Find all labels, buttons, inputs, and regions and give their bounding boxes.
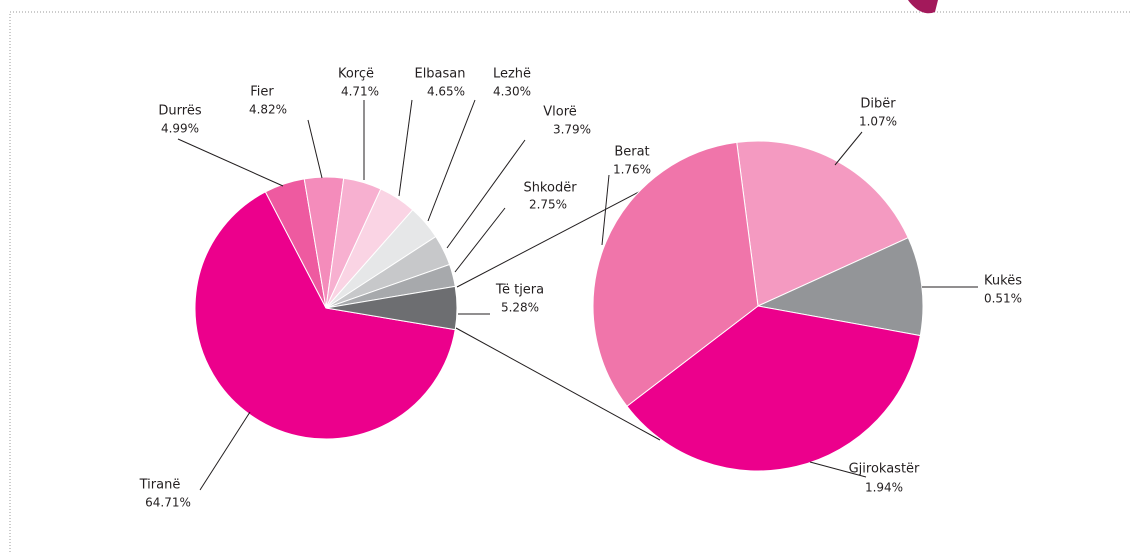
slice-label: Durrës xyxy=(158,104,201,119)
slice-label: Lezhë xyxy=(493,67,531,82)
slice-label: Dibër xyxy=(860,97,896,112)
pie-slice xyxy=(325,285,458,331)
decoration xyxy=(908,0,938,14)
slice-label: Kukës xyxy=(984,274,1022,289)
slice-value-label: 0.51% xyxy=(984,292,1022,306)
slice-value-label: 4.99% xyxy=(161,122,199,136)
slice-value-label: 64.71% xyxy=(145,496,191,510)
slice-label: Berat xyxy=(614,145,649,160)
slice-value-label: 5.28% xyxy=(501,301,539,315)
leader-line xyxy=(446,139,526,249)
leader-line xyxy=(427,99,476,222)
leader-line xyxy=(454,207,506,273)
slice-label: Gjirokastër xyxy=(849,462,920,477)
slice-value-label: 1.94% xyxy=(865,481,903,495)
slice-label: Korçë xyxy=(338,67,374,82)
slice-value-label: 1.76% xyxy=(613,163,651,177)
connector xyxy=(455,327,661,441)
leader-line xyxy=(398,99,413,197)
pie-slice xyxy=(626,305,921,472)
leader-line xyxy=(307,119,323,179)
leader-line xyxy=(177,138,284,187)
leader-line xyxy=(601,174,610,246)
leader-line xyxy=(834,131,863,166)
leader-line xyxy=(199,411,251,491)
slice-value-label: 4.71% xyxy=(341,85,379,99)
leader-line xyxy=(809,461,867,478)
slice-label: Të tjera xyxy=(495,283,544,298)
slice-label: Shkodër xyxy=(523,181,577,196)
slice-label: Tiranë xyxy=(139,478,181,493)
slice-value-label: 4.82% xyxy=(249,103,287,117)
frame xyxy=(9,11,1131,552)
pie-slice xyxy=(756,237,924,337)
slice-value-label: 4.30% xyxy=(493,85,531,99)
slice-value-label: 2.75% xyxy=(529,198,567,212)
slice-label: Vlorë xyxy=(543,105,577,120)
slice-value-label: 3.79% xyxy=(553,123,591,137)
slice-value-label: 1.07% xyxy=(859,115,897,129)
slice-label: Elbasan xyxy=(414,67,465,82)
slice-label: Fier xyxy=(250,85,274,100)
slice-value-label: 4.65% xyxy=(427,85,465,99)
pie-slice xyxy=(592,141,759,407)
